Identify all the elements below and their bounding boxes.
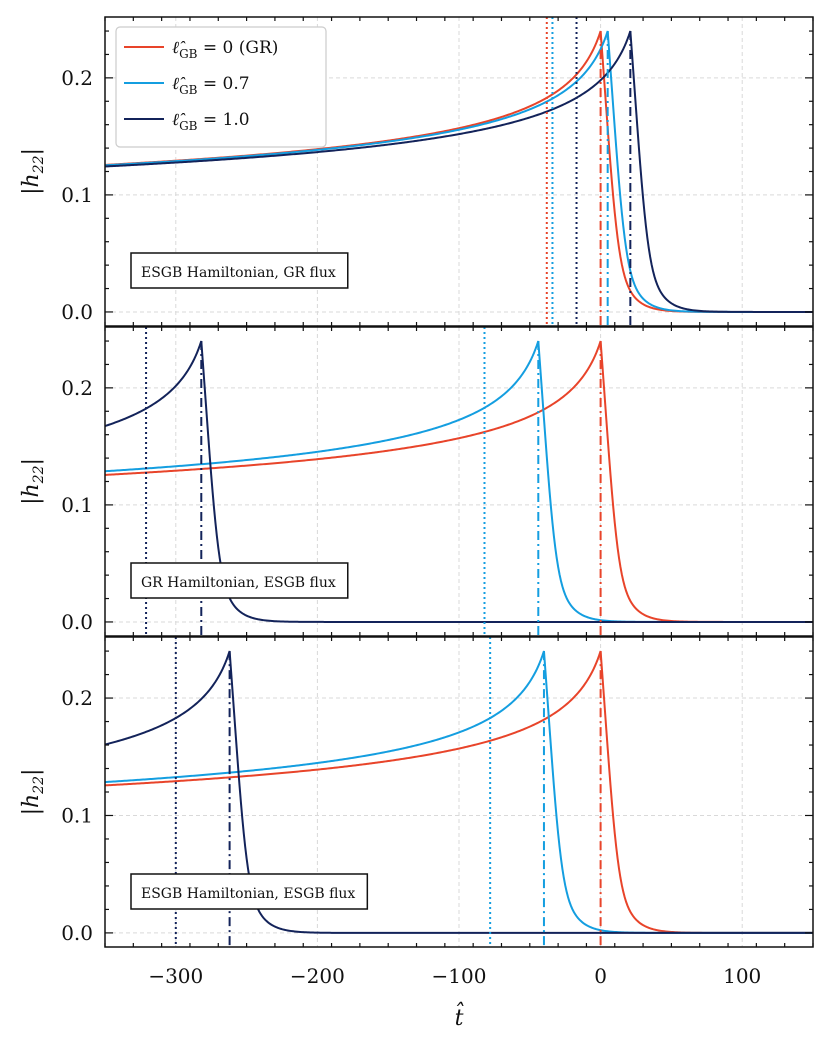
series-group <box>105 650 813 934</box>
y-tick-label: 0.1 <box>61 803 93 827</box>
annotation-frame <box>130 252 349 289</box>
y-tick-label: 0.1 <box>61 493 93 517</box>
y-tick-label: 0.0 <box>61 300 93 324</box>
legend: ℓ̂GB = 0 (GR)ℓ̂GB = 0.7ℓ̂GB = 1.0 <box>115 26 327 148</box>
x-tick-label: 0 <box>594 964 607 988</box>
legend-label-1: ℓ̂GB = 0.7 <box>172 74 250 97</box>
legend-label-0: ℓ̂GB = 0 (GR) <box>172 38 278 61</box>
annotation-box: ESGB Hamiltonian, ESGB flux <box>130 873 369 910</box>
ticks <box>104 327 814 636</box>
x-tick-label: −200 <box>290 964 345 988</box>
y-tick-label: 0.2 <box>61 376 93 400</box>
x-tick-label: −100 <box>432 964 487 988</box>
marker-lines <box>545 17 632 326</box>
legend-frame <box>115 26 327 148</box>
y-tick-label: 0.0 <box>61 921 93 945</box>
panel-3: 0.0 0.1 0.2 |h22| ESGB Hamiltonian, ESGB flu… <box>19 636 814 1031</box>
annotation-text: ESGB Hamiltonian, GR flux <box>141 265 336 281</box>
y-tick-label: 0.2 <box>61 66 93 90</box>
x-tick-label: −300 <box>148 964 203 988</box>
annotation-frame <box>130 562 349 599</box>
x-axis-label: t̂ <box>455 1002 465 1031</box>
annotation-box: ESGB Hamiltonian, GR flux <box>130 252 349 289</box>
annotation-frame <box>130 873 369 910</box>
series-group <box>105 30 813 313</box>
marker-lines <box>145 327 602 636</box>
y-tick-label: 0.2 <box>61 686 93 710</box>
x-tick-label: 100 <box>723 964 761 988</box>
series-line-2 <box>105 650 813 934</box>
annotation-text: ESGB Hamiltonian, ESGB flux <box>141 886 355 902</box>
ticks <box>104 637 814 947</box>
ticks <box>104 17 814 326</box>
y-tick-label: 0.0 <box>61 610 93 634</box>
annotation-box: GR Hamiltonian, ESGB flux <box>130 562 349 599</box>
y-tick-label: 0.1 <box>61 183 93 207</box>
panel-1: 0.0 0.1 0.2 |h22| ESGB Hamiltonian, GR flux ℓ… <box>19 16 814 327</box>
series-line-2 <box>105 30 813 313</box>
panels: 0.0 0.1 0.2 |h22| ESGB Hamiltonian, GR flux ℓ… <box>19 16 814 1031</box>
panel-2: 0.0 0.1 0.2 |h22| GR Hamiltonian, ESGB flux <box>19 326 814 637</box>
y-axis-label: |h22| <box>19 769 47 816</box>
y-axis-label: |h22| <box>19 148 47 195</box>
y-axis-label: |h22| <box>19 458 47 505</box>
series-line-1 <box>105 30 813 313</box>
marker-lines <box>174 637 602 947</box>
annotation-text: GR Hamiltonian, ESGB flux <box>141 575 336 591</box>
